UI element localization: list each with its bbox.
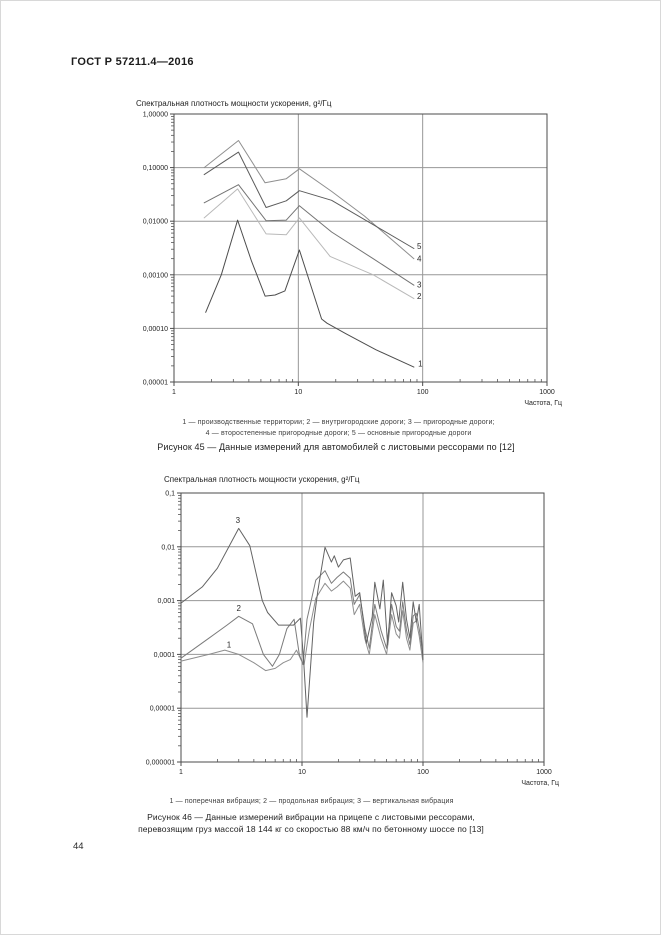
figure-45-legend-line-1: 1 — производственные территории; 2 — вну… <box>182 419 495 426</box>
y-axis-tick-label: 0,00100 <box>143 272 168 279</box>
page-number: 44 <box>73 841 84 852</box>
curve-label-1: 1 <box>227 641 232 650</box>
y-axis-tick-label: 0,01000 <box>143 219 168 226</box>
document-header-title: ГОСТ Р 57211.4—2016 <box>71 56 194 68</box>
y-axis-tick-label: 0,00001 <box>143 380 168 387</box>
chart-title: Спектральная плотность мощности ускорени… <box>136 99 332 108</box>
figure-45-legend-line-2: 4 — второстепенные пригородные дороги; 5… <box>205 430 472 437</box>
x-axis-tick-label: 10 <box>298 769 306 776</box>
series-line-4 <box>203 140 415 260</box>
figure-46-legend-line-1: 1 — поперечная вибрация; 2 — продольная … <box>169 798 454 805</box>
series-line-2 <box>203 188 415 300</box>
series-line-1 <box>180 580 424 672</box>
figure-46-chart: 0,1 0,01 0,001 0,0001 0,00001 0,000001 1 10 100 1… <box>146 475 559 787</box>
curve-label-1: 1 <box>418 359 423 368</box>
y-axis-tick-label: 0,001 <box>157 598 175 605</box>
plot-border <box>180 492 545 763</box>
figure-46-caption-line-1: Рисунок 46 — Данные измерений вибрации н… <box>147 812 475 822</box>
curve-label-3: 3 <box>236 516 241 525</box>
y-axis-tick-label: 0,000001 <box>146 760 175 767</box>
series-line-2 <box>180 570 424 667</box>
series-line-3 <box>180 527 424 718</box>
y-axis-tick-label: 0,00010 <box>143 326 168 333</box>
curve-label-2: 2 <box>237 604 242 613</box>
x-axis-tick-label: 10 <box>294 389 302 396</box>
x-axis-tick-label: 1 <box>179 769 183 776</box>
figure-45-caption: Рисунок 45 — Данные измерений для автомо… <box>157 442 515 452</box>
plot-border <box>173 113 548 383</box>
chart-title: Спектральная плотность мощности ускорени… <box>164 475 360 484</box>
x-axis-tick-label: 1000 <box>536 769 552 776</box>
curve-label-2: 2 <box>417 292 422 301</box>
curve-label-4: 4 <box>417 254 422 263</box>
series-line-1 <box>205 219 415 368</box>
y-axis-tick-label: 0,01 <box>161 544 175 551</box>
curve-label-3: 3 <box>417 280 422 289</box>
x-axis-label: Частота, Гц <box>524 400 562 407</box>
y-axis-tick-label: 0,10000 <box>143 165 168 172</box>
curve-label-5: 5 <box>417 242 422 251</box>
x-axis-label: Частота, Гц <box>521 780 559 787</box>
figure-45-chart: 1,00000 0,10000 0,01000 0,00100 0,00010 0,000… <box>136 99 562 407</box>
y-axis-tick-label: 0,1 <box>165 491 175 498</box>
series-line-5 <box>203 151 415 249</box>
x-axis-tick-label: 1000 <box>539 389 555 396</box>
x-axis-tick-label: 1 <box>172 389 176 396</box>
x-axis-tick-label: 100 <box>417 769 429 776</box>
series-line-3 <box>203 184 415 286</box>
y-axis-tick-label: 0,0001 <box>154 652 176 659</box>
figure-46-caption-line-2: перевозящим груз массой 18 144 кг со ско… <box>138 824 484 834</box>
x-axis-tick-label: 100 <box>417 389 429 396</box>
y-axis-tick-label: 1,00000 <box>143 112 168 119</box>
y-axis-tick-label: 0,00001 <box>150 706 175 713</box>
